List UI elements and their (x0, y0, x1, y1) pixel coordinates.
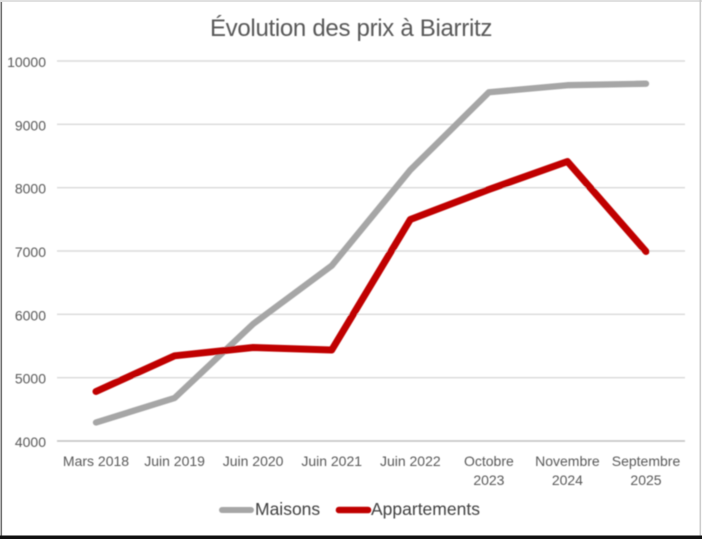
svg-text:10000: 10000 (7, 54, 46, 70)
svg-text:Septembre: Septembre (612, 453, 681, 469)
svg-text:2025: 2025 (630, 472, 661, 488)
svg-text:2023: 2023 (473, 472, 504, 488)
svg-text:Mars 2018: Mars 2018 (63, 453, 129, 469)
svg-text:Juin 2020: Juin 2020 (223, 453, 284, 469)
svg-text:Juin 2022: Juin 2022 (380, 453, 441, 469)
svg-text:Novembre: Novembre (535, 453, 600, 469)
svg-text:9000: 9000 (15, 117, 46, 133)
svg-text:2024: 2024 (552, 472, 583, 488)
svg-text:Juin 2021: Juin 2021 (301, 453, 362, 469)
svg-text:6000: 6000 (15, 307, 46, 323)
svg-text:Évolution des prix à Biarritz: Évolution des prix à Biarritz (210, 15, 492, 42)
svg-text:8000: 8000 (15, 181, 46, 197)
svg-text:Maisons: Maisons (255, 499, 320, 519)
svg-text:Octobre: Octobre (464, 453, 514, 469)
svg-text:Juin 2019: Juin 2019 (144, 453, 205, 469)
svg-text:4000: 4000 (15, 434, 46, 450)
svg-text:5000: 5000 (15, 371, 46, 387)
svg-text:Appartements: Appartements (371, 499, 480, 519)
svg-text:7000: 7000 (15, 244, 46, 260)
